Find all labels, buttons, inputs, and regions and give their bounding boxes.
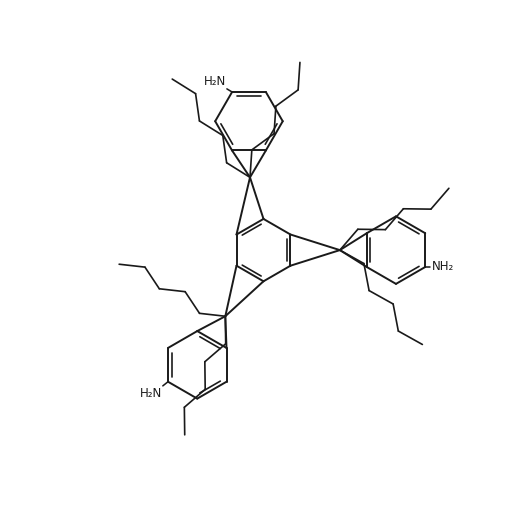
Text: NH₂: NH₂ [432, 260, 454, 274]
Text: H₂N: H₂N [203, 75, 226, 88]
Text: H₂N: H₂N [140, 387, 162, 400]
